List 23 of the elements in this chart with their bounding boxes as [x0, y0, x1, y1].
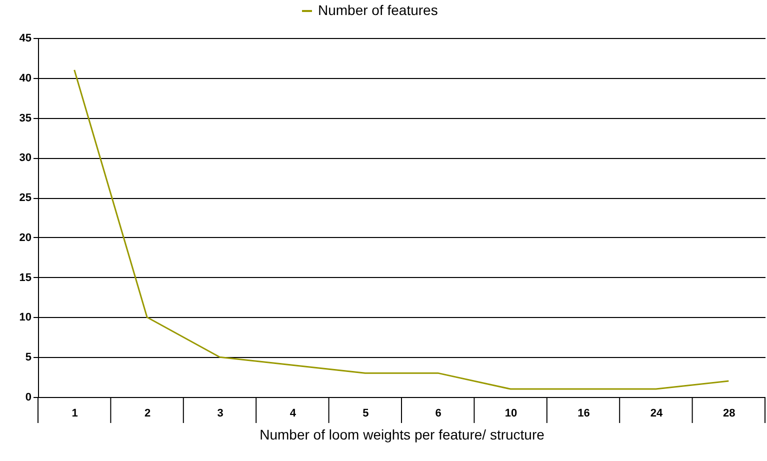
x-tick-label: 10	[504, 408, 518, 420]
y-tick-label: 20	[19, 232, 32, 244]
y-tick-label: 45	[19, 32, 32, 44]
x-tick-label: 4	[290, 408, 297, 420]
x-tick-label: 2	[144, 408, 151, 420]
y-tick-label: 40	[19, 72, 32, 84]
x-axis-title: Number of loom weights per feature/ structure	[260, 426, 545, 442]
x-tick-label: 6	[435, 408, 442, 420]
x-tick-label: 3	[217, 408, 224, 420]
x-tick-label: 16	[578, 408, 590, 420]
y-tick-label: 0	[25, 392, 32, 404]
x-tick-label: 5	[362, 408, 369, 420]
y-tick-label: 5	[25, 352, 32, 364]
y-tick-label: 35	[19, 112, 32, 124]
x-tick-label: 1	[72, 408, 78, 420]
y-tick-label: 30	[19, 152, 32, 164]
y-tick-label: 10	[19, 312, 32, 324]
x-tick-label: 24	[650, 408, 664, 420]
y-tick-label: 25	[19, 192, 32, 204]
legend-label: Number of features	[318, 2, 438, 18]
y-tick-label: 15	[19, 272, 32, 284]
line-series	[74, 69, 730, 390]
x-tick-label: 28	[723, 408, 736, 420]
